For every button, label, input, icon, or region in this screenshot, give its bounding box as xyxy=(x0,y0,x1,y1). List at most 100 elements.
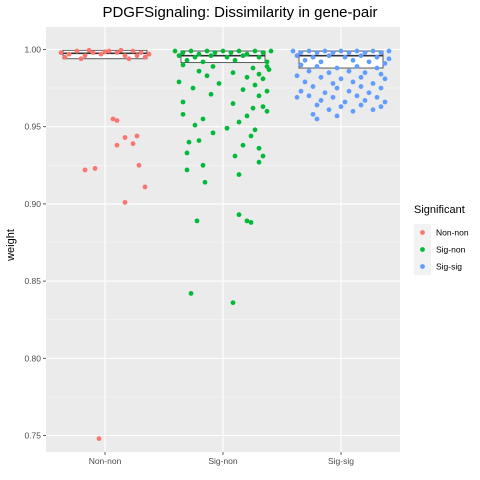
point-non-non xyxy=(126,56,132,62)
point-non-non xyxy=(106,48,112,54)
point-non-non xyxy=(92,165,98,171)
point-sig-sig xyxy=(322,48,328,54)
point-sig-sig xyxy=(306,48,312,54)
point-sig-non xyxy=(256,54,262,60)
point-sig-sig xyxy=(326,70,332,76)
point-sig-non xyxy=(224,54,230,60)
point-sig-sig xyxy=(378,50,384,55)
point-sig-sig xyxy=(330,81,336,86)
point-sig-sig xyxy=(290,48,296,54)
point-sig-sig xyxy=(374,65,380,71)
point-sig-sig xyxy=(342,54,348,60)
point-sig-sig xyxy=(318,74,324,80)
point-sig-non xyxy=(184,57,190,63)
x-tick-label: Sig-non xyxy=(208,456,238,466)
point-sig-sig xyxy=(294,53,300,59)
point-non-non xyxy=(142,184,148,190)
point-sig-sig xyxy=(330,50,336,55)
point-sig-sig xyxy=(362,98,368,103)
point-sig-non xyxy=(230,101,236,106)
y-axis: 0.75 0.80 0.85 0.90 0.95 1.00 xyxy=(24,45,46,441)
point-sig-sig xyxy=(338,76,344,82)
point-sig-non xyxy=(256,159,262,165)
legend: Significant Non-non Sig-non Sig-sig xyxy=(414,204,469,275)
point-sig-sig xyxy=(354,48,360,54)
point-sig-sig xyxy=(306,93,312,99)
point-sig-sig xyxy=(346,88,352,94)
point-non-non xyxy=(122,53,128,59)
point-sig-non xyxy=(260,104,266,110)
point-sig-non xyxy=(232,57,238,63)
point-sig-non xyxy=(196,68,202,74)
point-sig-sig xyxy=(354,93,360,99)
point-sig-sig xyxy=(298,50,304,55)
point-sig-non xyxy=(236,172,242,177)
y-tick-label: 1.00 xyxy=(24,45,41,55)
point-non-non xyxy=(138,50,144,55)
point-sig-non xyxy=(268,48,274,54)
point-sig-sig xyxy=(310,111,316,117)
point-non-non xyxy=(114,142,120,148)
point-sig-sig xyxy=(298,62,304,68)
point-sig-sig xyxy=(366,59,372,65)
point-non-non xyxy=(122,199,128,205)
point-non-non xyxy=(102,49,108,55)
point-sig-sig xyxy=(314,102,320,108)
point-sig-sig xyxy=(310,84,316,89)
point-non-non xyxy=(86,47,92,53)
point-sig-non xyxy=(250,65,256,71)
point-sig-non xyxy=(248,220,254,225)
point-non-non xyxy=(62,54,68,60)
point-sig-sig xyxy=(302,79,308,85)
point-sig-non xyxy=(186,139,192,145)
point-sig-non xyxy=(188,48,194,54)
point-sig-non xyxy=(192,54,198,60)
point-sig-sig xyxy=(378,71,384,77)
point-sig-sig xyxy=(338,104,344,110)
point-sig-non xyxy=(172,48,178,54)
point-non-non xyxy=(110,116,116,122)
point-sig-sig xyxy=(314,50,320,55)
point-sig-non xyxy=(236,119,242,125)
point-sig-non xyxy=(216,81,222,86)
chart-title: PDGFSignaling: Dissimilarity in gene-pai… xyxy=(102,4,377,21)
box-sig-sig xyxy=(298,50,384,69)
point-sig-non xyxy=(260,76,266,82)
point-sig-sig xyxy=(382,60,388,66)
point-non-non xyxy=(118,47,124,53)
legend-label: Sig-sig xyxy=(436,262,462,272)
point-sig-sig xyxy=(386,48,392,54)
point-sig-sig xyxy=(326,53,332,59)
point-non-non xyxy=(82,167,88,173)
y-tick-label: 0.85 xyxy=(24,276,41,286)
point-sig-non xyxy=(256,71,262,77)
point-sig-sig xyxy=(322,90,328,96)
point-sig-non xyxy=(190,85,196,91)
point-sig-non xyxy=(266,67,272,72)
legend-key-sig-sig xyxy=(420,264,425,269)
point-sig-sig xyxy=(350,57,356,63)
point-sig-sig xyxy=(346,68,352,74)
point-non-non xyxy=(66,51,72,57)
points-layer xyxy=(58,47,392,441)
x-tick-label: Sig-sig xyxy=(328,456,354,466)
point-sig-sig xyxy=(382,99,388,105)
point-sig-non xyxy=(220,48,226,54)
point-sig-sig xyxy=(370,107,376,113)
point-sig-sig xyxy=(338,48,344,54)
point-sig-non xyxy=(192,122,198,128)
point-sig-non xyxy=(244,113,250,119)
point-sig-non xyxy=(252,48,258,54)
point-sig-sig xyxy=(302,57,308,63)
point-sig-non xyxy=(196,138,202,143)
point-non-non xyxy=(98,51,104,57)
point-sig-non xyxy=(244,74,250,80)
point-sig-non xyxy=(180,99,186,105)
point-sig-non xyxy=(260,50,266,55)
point-sig-non xyxy=(208,91,214,97)
point-sig-non xyxy=(256,93,262,99)
point-sig-non xyxy=(200,162,206,168)
point-sig-non xyxy=(240,87,246,93)
point-non-non xyxy=(130,141,136,147)
point-sig-non xyxy=(224,125,230,131)
